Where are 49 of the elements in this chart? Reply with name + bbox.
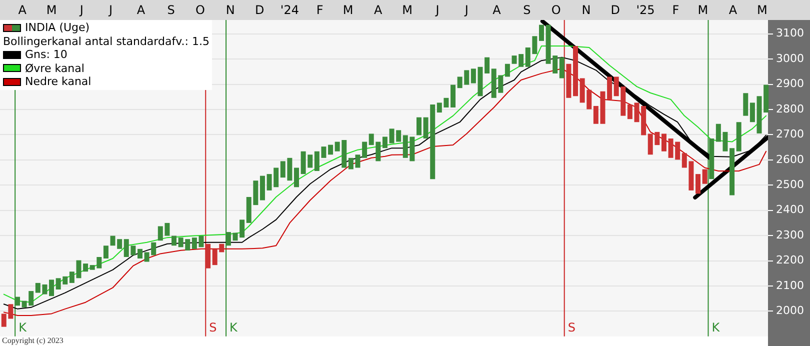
x-tick-label: M [342, 2, 354, 17]
x-tick-label: A [492, 2, 502, 17]
x-tick-label: D [254, 2, 264, 17]
ref-line-label: K [18, 320, 28, 335]
y-tick-label: 2400 [776, 203, 804, 216]
y-tick-label: 2700 [776, 128, 804, 141]
y-tick-label: 2900 [776, 77, 804, 90]
ref-line-label: S [568, 320, 576, 335]
annotation: Copyright (c) 2023 [2, 336, 64, 345]
legend-label: Nedre kanal [25, 75, 92, 88]
legend-title: Bollingerkanal antal standardafv.: 1.5 [3, 34, 210, 48]
x-tick-label: M [756, 2, 768, 17]
x-tick-label: D [610, 2, 620, 17]
y-tick-label: 2500 [776, 178, 804, 191]
x-tick-label: J [108, 2, 113, 17]
x-tick-label: J [78, 2, 84, 17]
x-tick-label: '25 [636, 2, 655, 17]
ref-line-label: S [209, 320, 217, 335]
y-tick-label: 2100 [776, 278, 804, 292]
x-tick-label: A [136, 2, 146, 17]
legend-label: Gns: 10 [25, 48, 68, 62]
y-tick-label: 2200 [776, 254, 804, 267]
y-tick-label: 3000 [776, 52, 804, 65]
x-tick-label: '24 [280, 2, 299, 17]
x-tick-label: M [698, 2, 708, 17]
y-tick-label: 2000 [776, 304, 804, 318]
x-tick-label: M [402, 2, 413, 17]
x-tick-label: A [18, 2, 28, 17]
x-tick-label: F [316, 2, 324, 17]
legend-label: INDIA (Uge) [25, 21, 90, 34]
x-tick-label: A [374, 2, 384, 17]
x-tick-label: O [551, 2, 561, 17]
x-tick-label: S [523, 2, 531, 17]
x-tick-label: N [582, 2, 591, 17]
x-tick-label: A [728, 2, 738, 17]
y-tick-label: 2800 [776, 102, 804, 116]
x-tick-label: F [672, 2, 680, 17]
x-tick-label: N [226, 2, 235, 17]
legend-label: Øvre kanal [25, 62, 84, 75]
x-tick-label: J [434, 2, 440, 17]
x-tick-label: O [196, 2, 205, 17]
x-tick-label: M [46, 2, 57, 17]
x-tick-label: S [167, 2, 175, 17]
ref-line-label: K [230, 320, 239, 335]
x-tick-label: J [464, 2, 468, 17]
y-tick-label: 2600 [776, 152, 804, 166]
y-tick-label: 3100 [776, 26, 804, 40]
ref-line-label: K [712, 320, 721, 335]
y-tick-label: 2300 [776, 228, 804, 242]
